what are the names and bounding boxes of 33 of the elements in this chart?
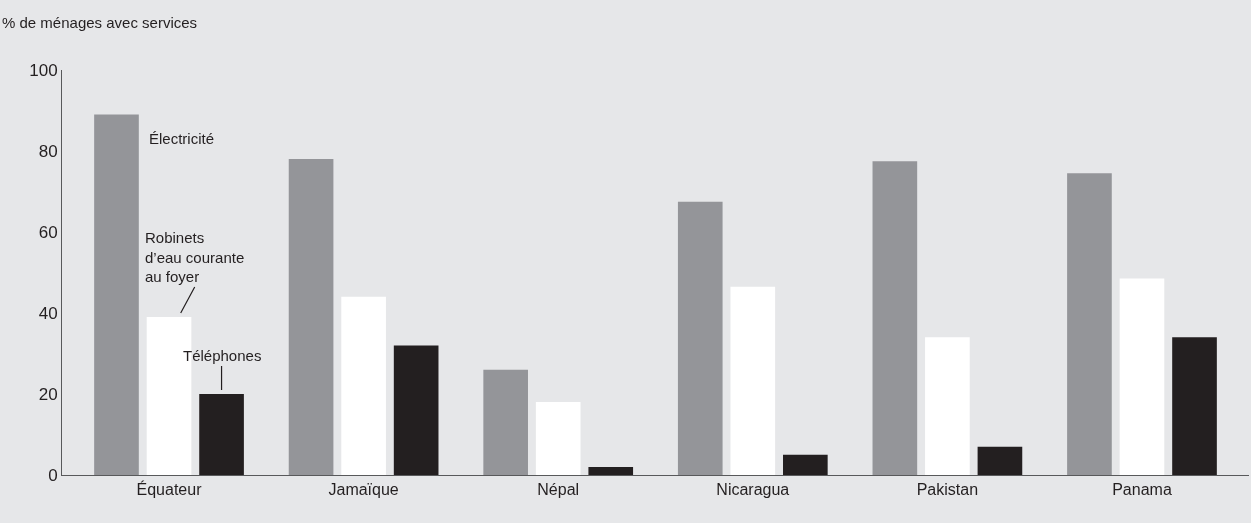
x-tick-label: Jamaïque	[328, 481, 399, 499]
x-tick-label: Panama	[1112, 481, 1172, 499]
y-axis-title: % de ménages avec services	[2, 14, 198, 31]
y-tick-label: 0	[48, 465, 58, 485]
bar	[872, 161, 918, 475]
bar	[1067, 173, 1112, 475]
bar	[1172, 337, 1217, 475]
bar	[588, 466, 634, 475]
bar	[199, 394, 244, 475]
bar	[730, 286, 776, 475]
y-tick-label: 80	[38, 141, 58, 161]
x-tick-label: Pakistan	[916, 481, 979, 499]
y-tick-label: 40	[38, 303, 58, 323]
bar	[783, 454, 828, 475]
x-tick-label: Équateur	[136, 480, 203, 499]
bar	[925, 337, 970, 475]
bar	[1119, 278, 1165, 475]
y-tick-label: 60	[38, 222, 58, 242]
bar	[677, 201, 723, 475]
bar	[341, 296, 386, 475]
y-tick-label: 20	[38, 384, 58, 404]
series-label: Électricité	[149, 130, 215, 147]
text: Téléphones	[183, 347, 262, 364]
bar	[977, 446, 1023, 475]
bar	[288, 159, 334, 475]
bar	[483, 369, 528, 475]
bar	[393, 345, 439, 475]
x-tick-label: Nicaragua	[716, 481, 790, 499]
text: Robinets d’eau courante au foyer	[145, 229, 245, 285]
bar	[535, 402, 581, 475]
y-tick-label: 100	[29, 60, 58, 80]
x-tick-label: Népal	[537, 481, 580, 499]
bar	[94, 114, 139, 475]
